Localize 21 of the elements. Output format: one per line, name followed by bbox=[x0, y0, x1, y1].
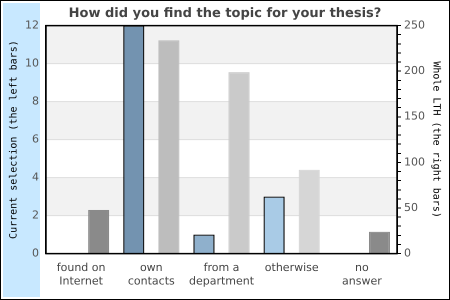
x-tick-label: otherwise bbox=[264, 261, 319, 274]
y2-tick-label: 250 bbox=[404, 18, 426, 32]
y-tick-label: 12 bbox=[24, 18, 39, 32]
x-tick-label: own contacts bbox=[128, 261, 176, 288]
y-axis-title: Current selection (the left bars) bbox=[8, 40, 20, 239]
y-tick-label: 0 bbox=[32, 246, 39, 260]
y2-tick-label: 50 bbox=[404, 200, 418, 214]
y2-tick-label: 150 bbox=[404, 110, 426, 123]
y2-axis-title: Whole LTH (the right bars) bbox=[430, 61, 442, 218]
x-tick-label: found on Internet bbox=[56, 261, 106, 288]
y-tick-label: 2 bbox=[32, 208, 39, 222]
y2-tick-label: 0 bbox=[404, 246, 412, 260]
y-tick-label: 4 bbox=[32, 170, 39, 184]
y-tick-label: 10 bbox=[24, 56, 39, 70]
y-tick-label: 6 bbox=[32, 132, 39, 146]
y2-tick-label: 200 bbox=[404, 64, 426, 78]
chart-title: How did you find the topic for your thesis? bbox=[68, 6, 382, 22]
x-tick-label: no answer bbox=[342, 261, 382, 288]
y2-tick-label: 100 bbox=[404, 155, 426, 168]
y-tick-label: 8 bbox=[32, 94, 39, 108]
x-tick-label: from a department bbox=[188, 261, 255, 288]
